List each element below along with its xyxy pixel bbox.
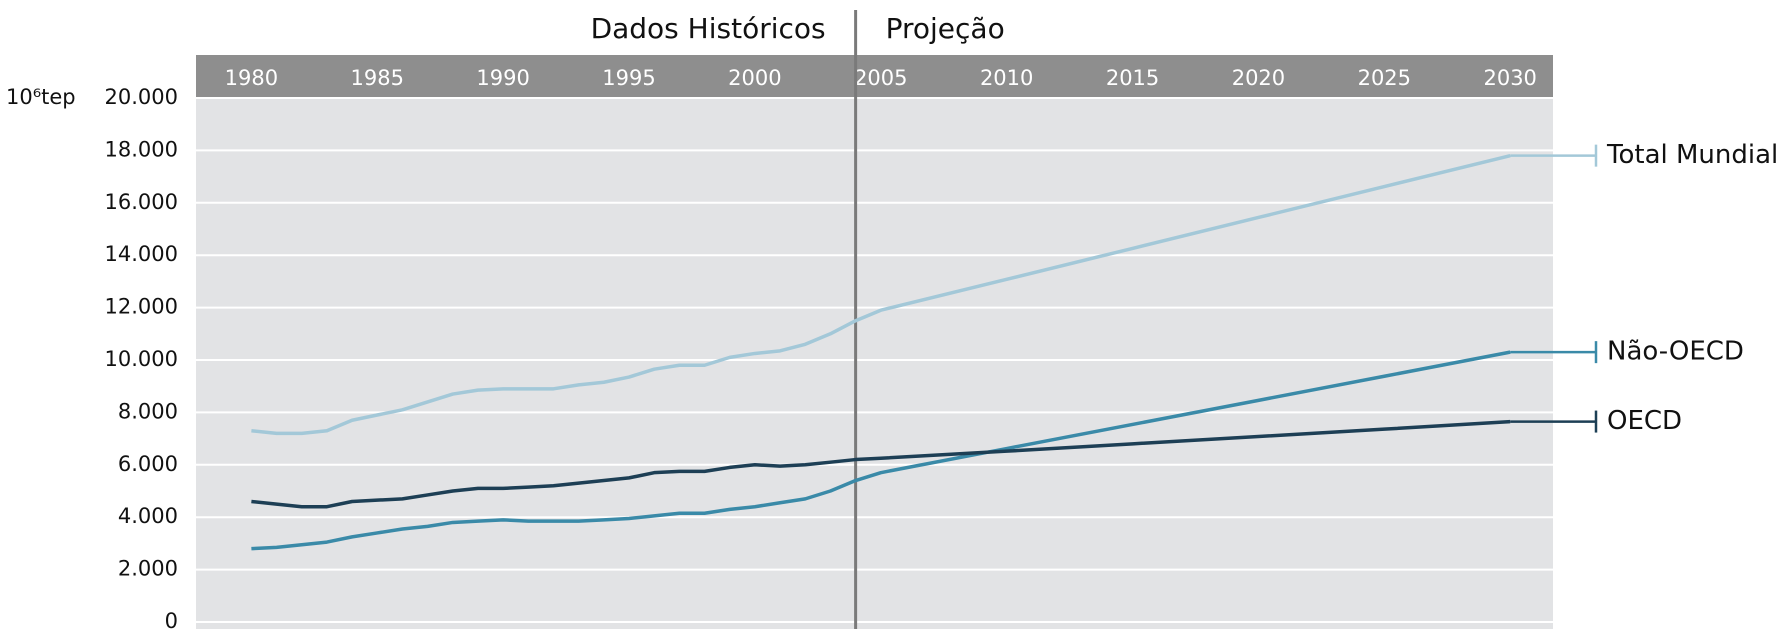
x-tick-label: 1995 <box>602 66 655 90</box>
x-tick-label: 2025 <box>1358 66 1411 90</box>
x-tick-label: 2005 <box>854 66 907 90</box>
y-tick-label: 10.000 <box>105 347 178 371</box>
x-tick-label: 2015 <box>1106 66 1159 90</box>
series-line <box>251 350 1511 551</box>
x-tick-label: 2000 <box>728 66 781 90</box>
y-tick-label: 16.000 <box>105 190 178 214</box>
x-tick-label: 1980 <box>225 66 278 90</box>
year-band <box>196 55 1553 98</box>
x-tick-label: 2010 <box>980 66 1033 90</box>
legend-label: Total Mundial <box>1606 140 1778 170</box>
y-tick-label: 18.000 <box>105 137 178 161</box>
annotation: Dados Históricos <box>591 12 826 45</box>
x-tick-label: 1990 <box>476 66 529 90</box>
legend-label: Não-OECD <box>1607 337 1744 367</box>
x-tick-label: 2020 <box>1232 66 1285 90</box>
x-tick-label: 1985 <box>351 66 404 90</box>
y-tick-label: 0 <box>165 609 178 629</box>
y-tick-label: 8.000 <box>118 399 178 423</box>
y-unit-label: 10⁶tep <box>6 85 76 109</box>
y-tick-label: 12.000 <box>105 295 178 319</box>
y-tick-label: 20.000 <box>105 85 178 109</box>
y-tick-label: 6.000 <box>118 452 178 476</box>
legend-label: OECD <box>1607 406 1682 436</box>
y-tick-label: 14.000 <box>105 242 178 266</box>
series-line <box>251 419 1511 509</box>
series-line <box>251 153 1511 436</box>
x-tick-label: 2030 <box>1483 66 1536 90</box>
annotation: Projeção <box>886 12 1005 45</box>
plot-background <box>196 55 1553 629</box>
y-tick-label: 4.000 <box>118 504 178 528</box>
y-tick-label: 2.000 <box>118 557 178 581</box>
